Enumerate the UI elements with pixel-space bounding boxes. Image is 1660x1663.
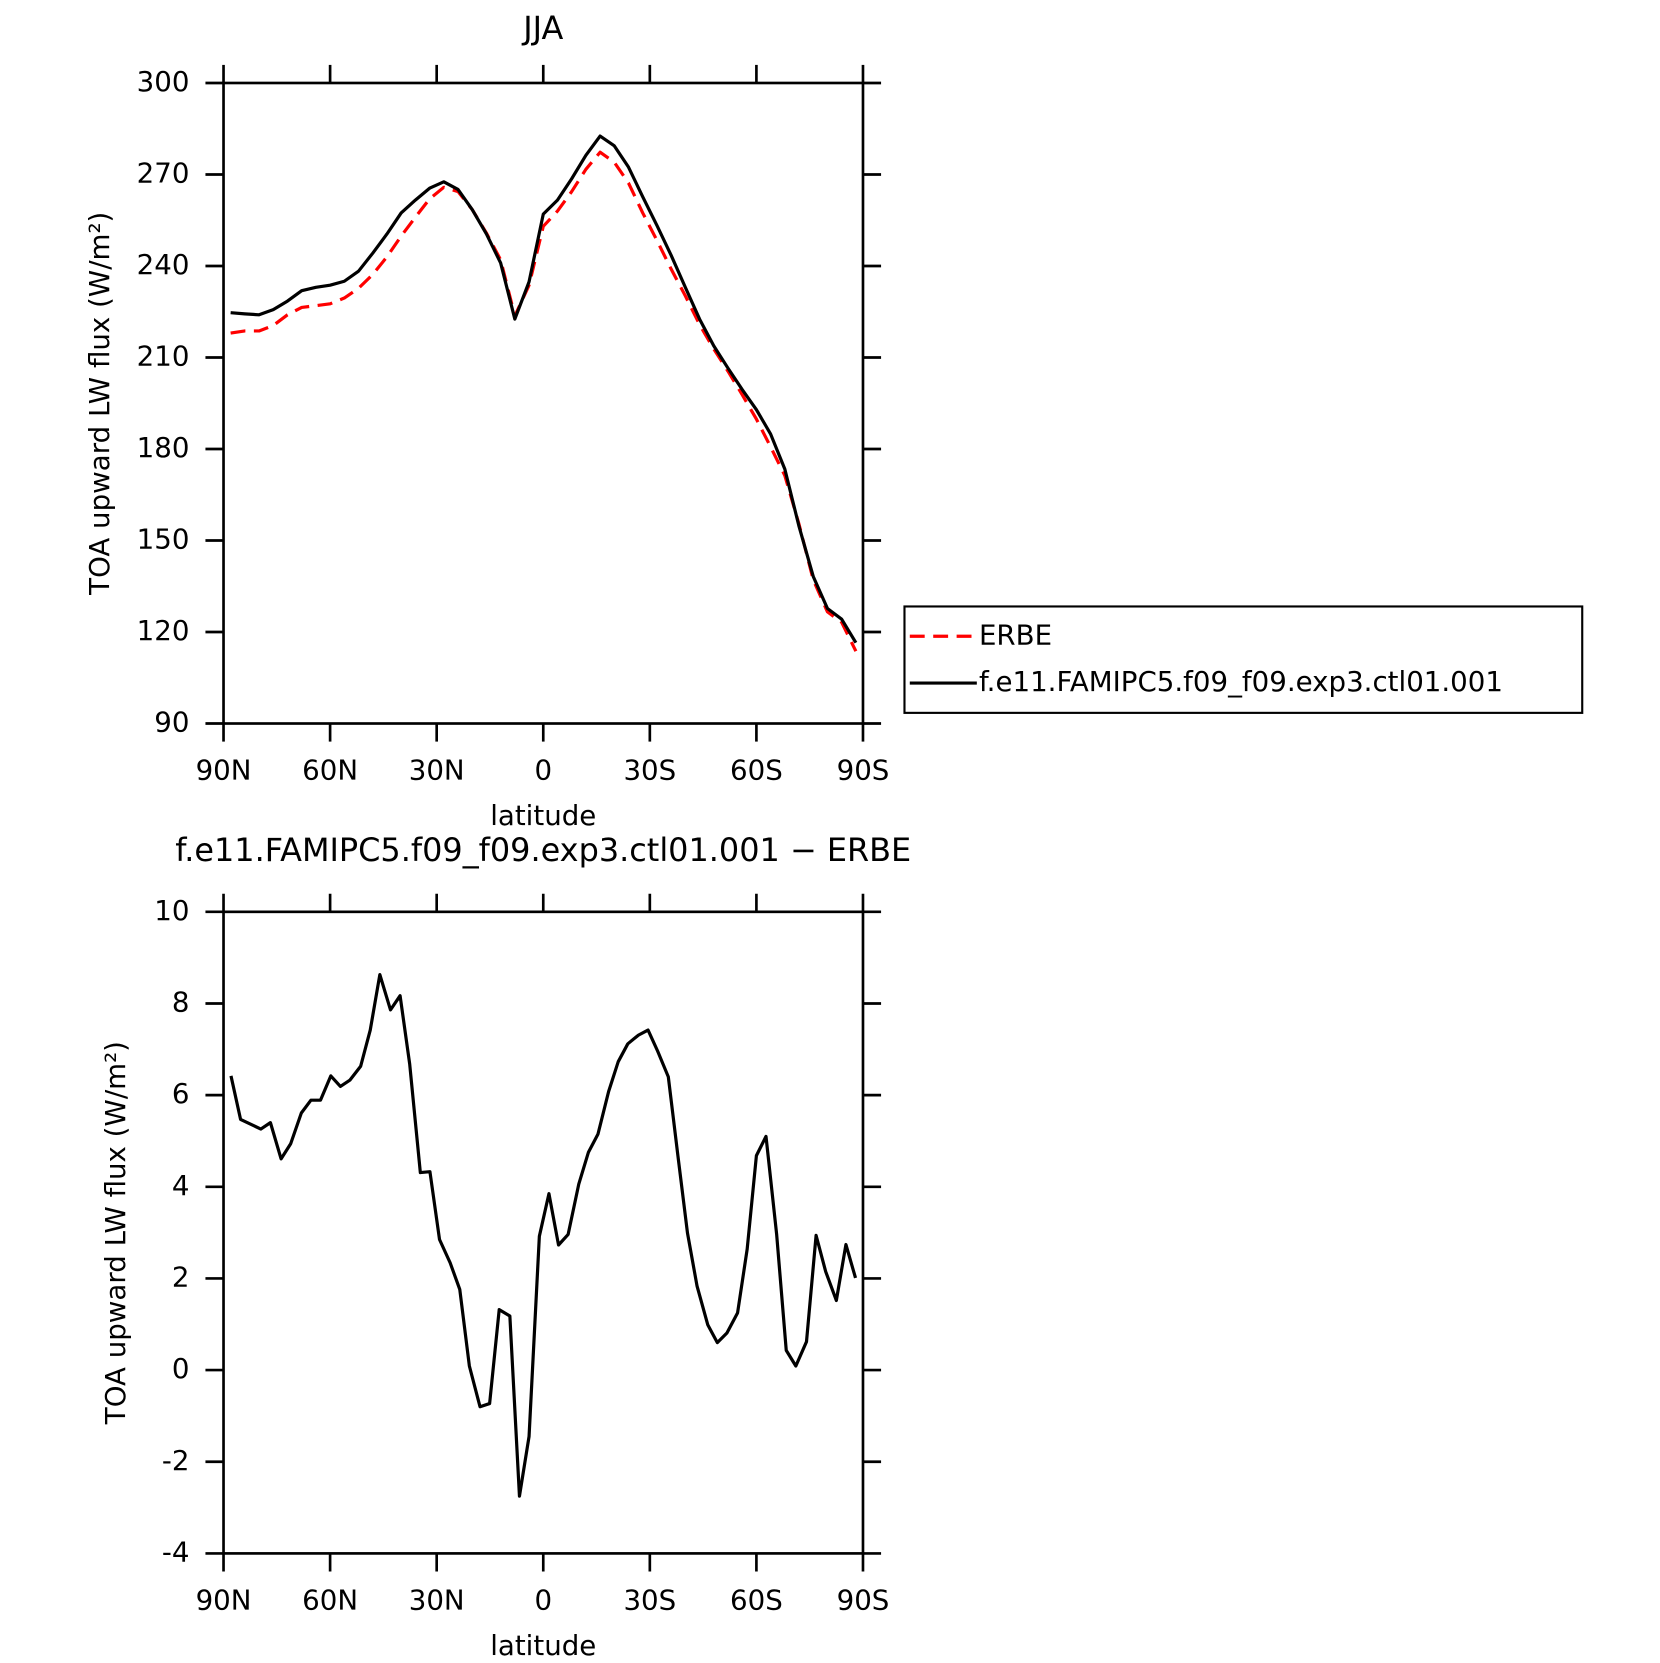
legend-box xyxy=(903,605,1584,714)
y-tick-label: 90 xyxy=(154,706,189,739)
y-tick-label: 240 xyxy=(137,248,190,281)
y-axis-label: TOA upward LW flux (W/m²) xyxy=(99,1041,132,1425)
y-tick-label: 210 xyxy=(137,339,190,372)
y-tick-label: 300 xyxy=(137,65,190,98)
x-tick-label: 90N xyxy=(196,1583,252,1616)
x-tick-label: 30S xyxy=(623,753,676,786)
y-tick-label: 8 xyxy=(172,985,190,1018)
x-tick-label: 30S xyxy=(623,1583,676,1616)
x-tick-label: 30N xyxy=(409,753,465,786)
x-tick-label: 90S xyxy=(837,1583,890,1616)
y-tick-label: 0 xyxy=(172,1352,190,1385)
legend-label: ERBE xyxy=(979,618,1052,651)
x-tick-label: 0 xyxy=(534,753,552,786)
y-tick-label: -2 xyxy=(162,1444,190,1477)
y-tick-label: 180 xyxy=(137,431,190,464)
y-tick-label: 4 xyxy=(172,1169,190,1202)
data-line xyxy=(229,973,858,1498)
plot-frame xyxy=(222,81,865,725)
y-tick-label: 2 xyxy=(172,1260,190,1293)
x-tick-label: 60N xyxy=(302,1583,358,1616)
plot-frame xyxy=(222,910,865,1555)
x-tick-label: 60S xyxy=(730,753,783,786)
chart-title: JJA xyxy=(521,9,563,47)
x-tick-label: 30N xyxy=(409,1583,465,1616)
y-tick-label: 10 xyxy=(154,894,189,927)
chart-title: f.e11.FAMIPC5.f09_f09.exp3.ctl01.001 − E… xyxy=(175,831,911,869)
x-tick-label: 90N xyxy=(196,753,252,786)
x-axis-label: latitude xyxy=(490,799,596,832)
y-axis-label: TOA upward LW flux (W/m²) xyxy=(83,212,116,596)
y-tick-label: 120 xyxy=(137,614,190,647)
data-line xyxy=(230,134,858,644)
x-tick-label: 0 xyxy=(534,1583,552,1616)
y-tick-label: 150 xyxy=(137,523,190,556)
x-tick-label: 60S xyxy=(730,1583,783,1616)
x-tick-label: 90S xyxy=(837,753,890,786)
y-tick-label: 270 xyxy=(137,156,190,189)
data-line xyxy=(230,150,858,652)
y-tick-label: 6 xyxy=(172,1077,190,1110)
x-axis-label: latitude xyxy=(490,1629,596,1662)
legend-label: f.e11.FAMIPC5.f09_f09.exp3.ctl01.001 xyxy=(979,665,1503,698)
x-tick-label: 60N xyxy=(302,753,358,786)
y-tick-label: -4 xyxy=(162,1535,190,1568)
